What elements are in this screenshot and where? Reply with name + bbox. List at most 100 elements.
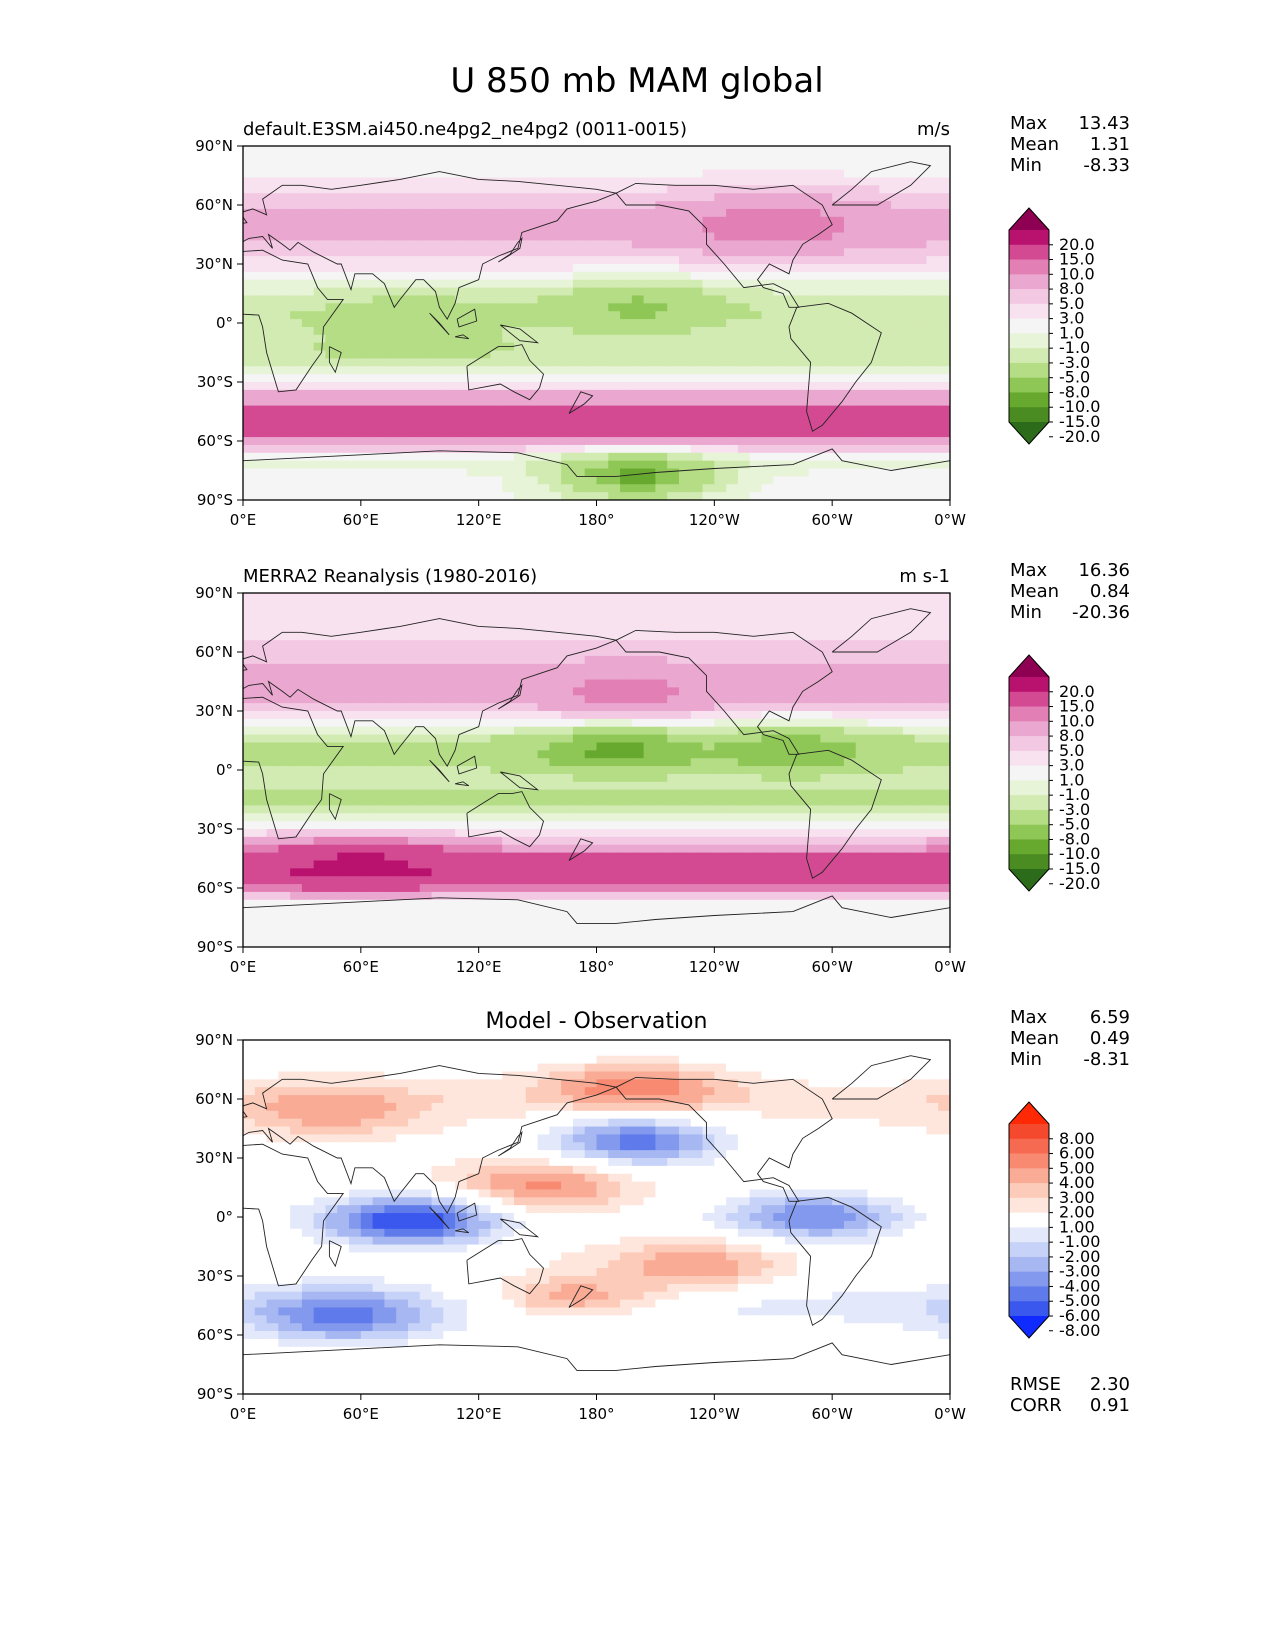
field-cell <box>667 264 680 273</box>
field-cell <box>926 382 939 391</box>
field-cell <box>726 177 739 186</box>
field-cell <box>290 271 303 281</box>
field-cell <box>443 232 456 241</box>
field-cell <box>796 891 810 901</box>
field-cell <box>278 679 291 688</box>
field-cell <box>466 311 480 320</box>
field-cell <box>737 829 751 838</box>
field-cell <box>749 703 763 712</box>
field-cell <box>773 687 786 696</box>
field-cell <box>773 240 786 249</box>
field-cell <box>785 687 798 696</box>
field-cell <box>726 311 739 320</box>
field-cell <box>431 695 444 704</box>
field-cell <box>455 303 468 312</box>
field-cell <box>726 460 739 470</box>
field-cell <box>266 161 279 171</box>
field-cell <box>667 279 680 289</box>
field-cell <box>384 153 397 163</box>
field-cell <box>938 397 950 407</box>
field-cell <box>502 860 515 869</box>
field-cell <box>690 624 704 633</box>
field-cell <box>243 358 256 367</box>
field-cell <box>608 852 621 862</box>
field-cell <box>643 311 657 320</box>
field-cell <box>737 797 751 806</box>
field-cell <box>785 232 798 241</box>
field-cell <box>455 437 468 446</box>
field-cell <box>419 374 433 383</box>
field-cell <box>572 616 586 626</box>
field-cell <box>349 319 362 328</box>
field-cell <box>384 829 397 838</box>
field-cell <box>749 492 763 500</box>
field-cell <box>643 279 657 289</box>
field-cell <box>502 208 515 218</box>
field-cell <box>690 844 704 854</box>
field-cell <box>572 437 586 446</box>
field-cell <box>549 687 562 696</box>
y-tick-label: 60°S <box>197 432 233 450</box>
field-cell <box>608 734 621 744</box>
field-cell <box>290 326 303 336</box>
field-cell <box>749 405 763 415</box>
field-cell <box>785 382 798 391</box>
field-cell <box>867 279 880 289</box>
field-cell <box>785 271 798 281</box>
field-cell <box>914 421 928 430</box>
field-cell <box>608 358 621 367</box>
field-cell <box>702 750 715 759</box>
field-cell <box>796 146 810 155</box>
field-cell <box>525 460 539 470</box>
field-cell <box>443 632 456 641</box>
field-cell <box>643 679 657 688</box>
field-cell <box>266 616 279 626</box>
field-cell <box>584 868 598 877</box>
field-cell <box>384 891 397 901</box>
field-cell <box>796 600 810 610</box>
field-cell <box>702 169 715 179</box>
field-cell <box>796 208 810 218</box>
field-cell <box>384 224 397 234</box>
field-cell <box>466 161 480 171</box>
field-cell <box>785 805 798 814</box>
field-cell <box>372 444 385 454</box>
field-cell <box>678 177 692 186</box>
field-cell <box>349 366 362 375</box>
field-cell <box>396 766 409 775</box>
field-cell <box>796 624 810 633</box>
field-cell <box>608 374 621 383</box>
field-cell <box>655 766 668 775</box>
field-cell <box>337 868 350 877</box>
field-cell <box>431 468 444 477</box>
field-cell <box>832 452 845 462</box>
field-cell <box>372 405 385 415</box>
field-cell <box>678 342 692 352</box>
field-cell <box>372 813 385 822</box>
field-cell <box>761 326 774 336</box>
field-cell <box>466 844 480 854</box>
field-cell <box>773 201 786 210</box>
field-cell <box>902 271 916 281</box>
field-cell <box>266 232 279 241</box>
field-cell <box>737 326 751 336</box>
coastline <box>466 344 545 401</box>
field-cell <box>620 153 633 163</box>
field-cell <box>749 484 763 493</box>
field-cell <box>290 813 303 822</box>
x-tick-label: 60°E <box>343 511 379 529</box>
field-cell <box>620 766 633 775</box>
field-cell <box>855 468 869 477</box>
field-cell <box>443 891 456 901</box>
field-cell <box>243 303 256 312</box>
field-cell <box>761 852 774 862</box>
field-cell <box>243 382 256 391</box>
field-cell <box>384 805 397 814</box>
field-cell <box>360 695 374 704</box>
field-cell <box>572 169 586 179</box>
field-cell <box>313 460 327 470</box>
field-cell <box>290 758 303 767</box>
field-cell <box>490 405 503 415</box>
field-cell <box>243 287 256 297</box>
field-cell <box>655 476 668 485</box>
